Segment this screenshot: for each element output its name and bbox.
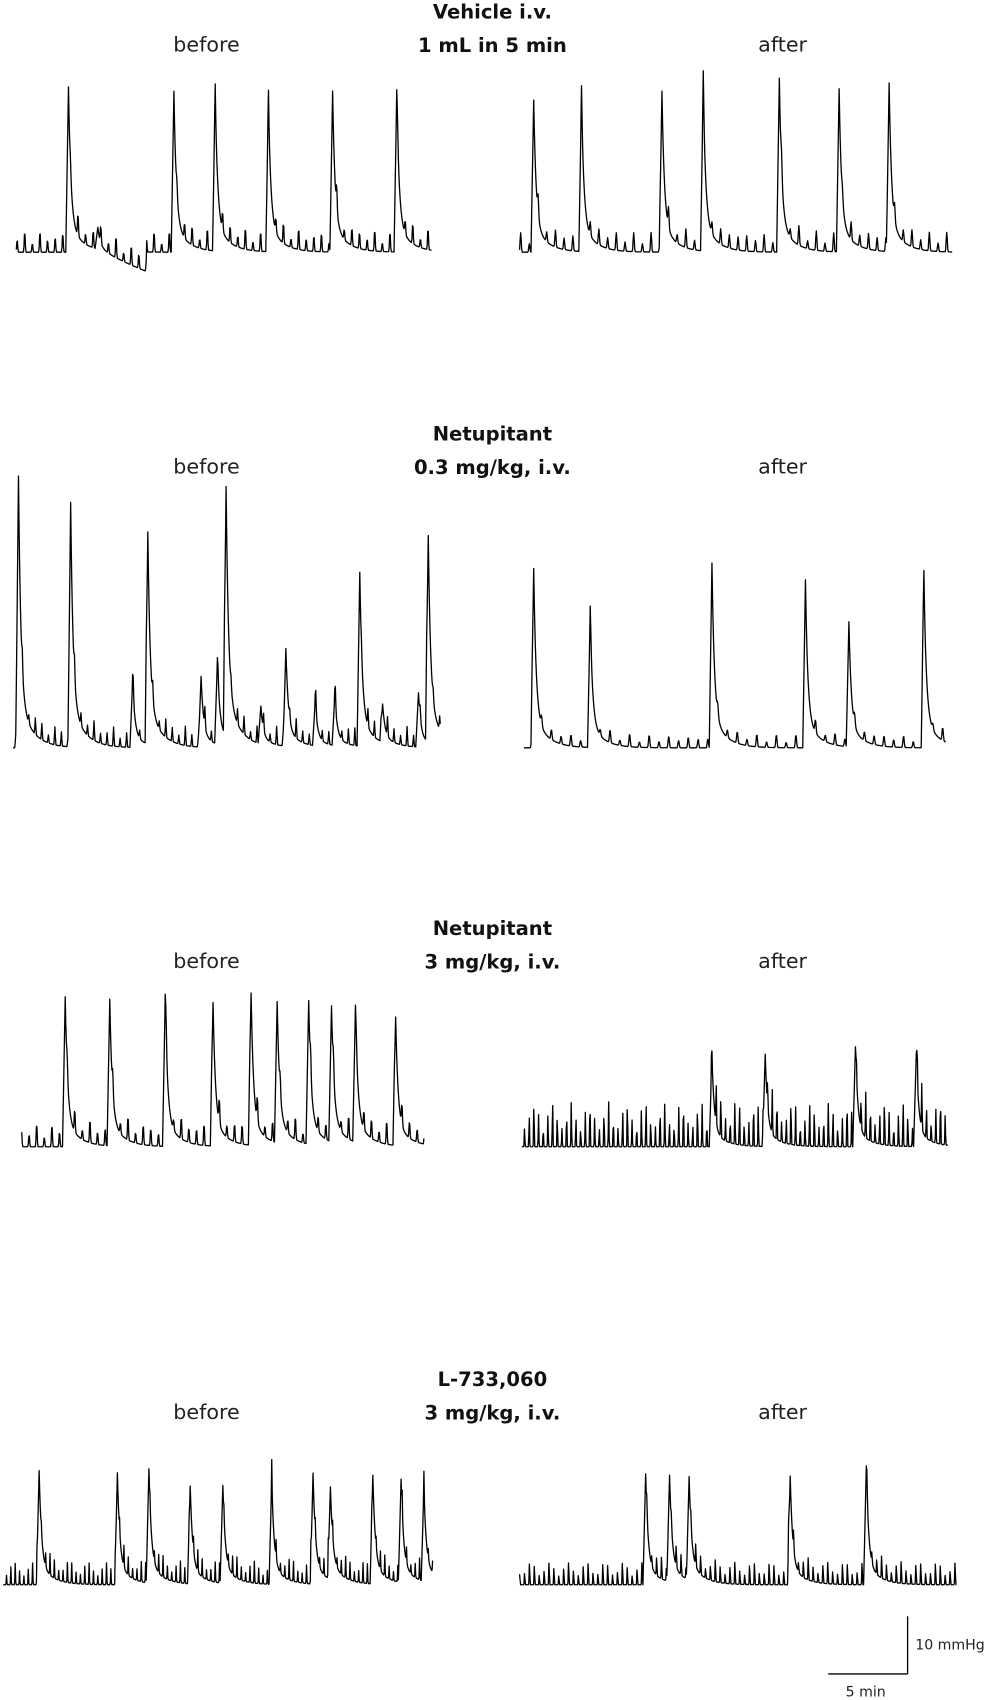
panel-subtitle: 1 mL in 5 min: [418, 34, 567, 57]
scale-bar: 10 mmHg 5 min: [828, 1616, 985, 1700]
before-label: before: [173, 949, 239, 973]
before-trace: [21, 992, 425, 1148]
panel-subtitle: 3 mg/kg, i.v.: [424, 1402, 560, 1425]
scale-horizontal-label: 5 min: [846, 1684, 886, 1700]
after-trace: [523, 562, 946, 749]
scale-vertical-label: 10 mmHg: [915, 1638, 985, 1654]
panel-title: L-733,060: [438, 1368, 548, 1391]
panel-title: Vehicle i.v.: [433, 1, 552, 24]
before-trace: [3, 1459, 434, 1586]
before-label: before: [173, 1400, 239, 1424]
panel-subtitle: 3 mg/kg, i.v.: [424, 951, 560, 974]
before-label: before: [173, 454, 239, 478]
after-label: after: [758, 949, 807, 973]
after-label: after: [758, 1400, 807, 1424]
before-trace: [12, 475, 441, 749]
after-trace: [521, 1046, 948, 1148]
before-trace: [15, 83, 432, 272]
after-trace: [518, 70, 953, 253]
after-label: after: [758, 454, 807, 478]
panel-title: Netupitant: [433, 422, 552, 445]
panel-subtitle: 0.3 mg/kg, i.v.: [414, 456, 571, 479]
after-label: after: [758, 33, 807, 57]
panel-title: Netupitant: [433, 917, 552, 940]
after-trace: [518, 1465, 957, 1586]
before-label: before: [173, 33, 239, 57]
